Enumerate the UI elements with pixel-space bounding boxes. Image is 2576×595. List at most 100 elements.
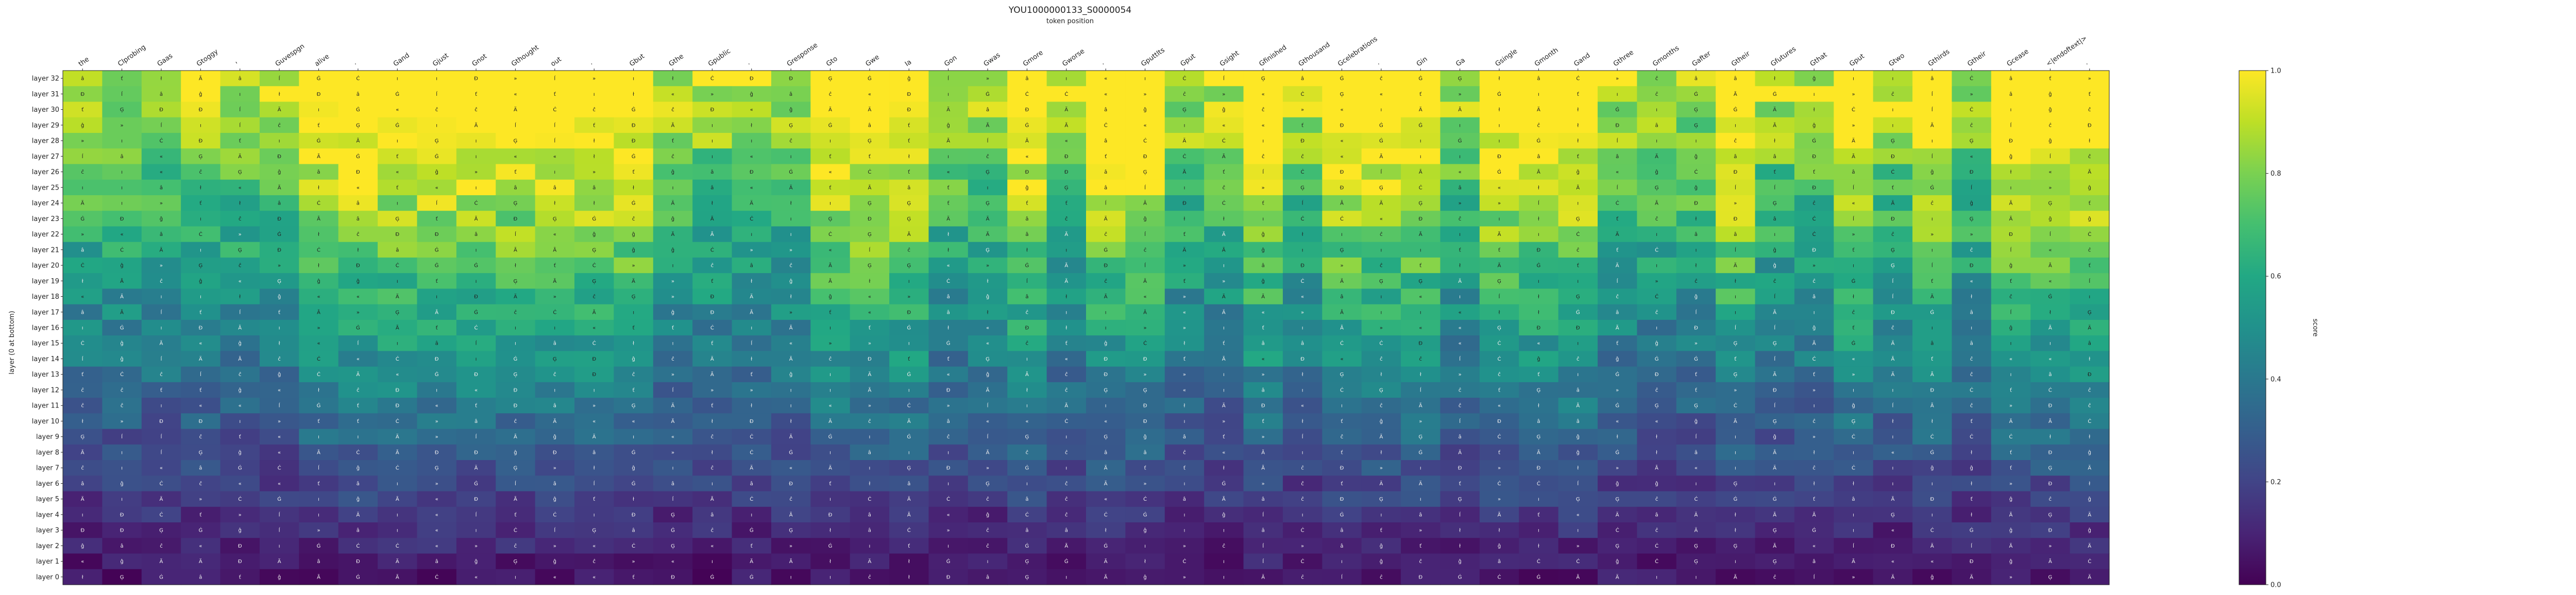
heatmap-cell-label: ť bbox=[829, 184, 832, 191]
heatmap-cell-label: ť bbox=[908, 122, 910, 128]
heatmap-cell-label: Ä bbox=[671, 200, 675, 207]
heatmap-cell-label: â bbox=[1262, 263, 1265, 269]
heatmap-cell-label: ť bbox=[1262, 200, 1264, 207]
heatmap-cell bbox=[417, 86, 457, 103]
heatmap-cell-label: ť bbox=[1183, 278, 1185, 284]
heatmap-cell-label: » bbox=[947, 528, 950, 534]
heatmap-cell bbox=[1794, 71, 1834, 87]
heatmap-cell-label: ł bbox=[1499, 107, 1500, 113]
heatmap-cell-label: ł bbox=[1499, 310, 1500, 315]
heatmap-cell-label: ı bbox=[476, 154, 477, 160]
heatmap-cell-label: Ã bbox=[671, 122, 675, 128]
heatmap-cell-label: â bbox=[160, 184, 163, 191]
heatmap-cell bbox=[1637, 101, 1677, 118]
heatmap-cell-label: Ã bbox=[1104, 480, 1108, 487]
heatmap-cell-label: « bbox=[2048, 279, 2052, 284]
heatmap-cell-label: « bbox=[553, 232, 556, 237]
heatmap-cell-label: ĝ bbox=[1143, 216, 1146, 222]
heatmap-cell-label: « bbox=[514, 92, 517, 97]
heatmap-cell-label: « bbox=[868, 92, 871, 97]
heatmap-cell-label: ĉ bbox=[1301, 574, 1304, 580]
heatmap-cell bbox=[1401, 164, 1441, 180]
heatmap-cell-label: Ċ bbox=[81, 262, 84, 269]
x-tick-label: Gon bbox=[943, 54, 958, 68]
heatmap-cell-label: Ġ bbox=[750, 573, 754, 580]
heatmap-cell-label: ı bbox=[1184, 123, 1185, 128]
heatmap-cell-label: ł bbox=[1735, 279, 1736, 284]
heatmap-cell-label: ĝ bbox=[1577, 449, 1580, 455]
heatmap-cell-label: ı bbox=[947, 154, 949, 160]
heatmap-cell bbox=[653, 71, 693, 87]
y-tick-label: layer 9 bbox=[36, 433, 59, 441]
heatmap-cell-label: ı bbox=[1892, 387, 1893, 393]
heatmap-cell-label: ĉ bbox=[1931, 200, 1934, 207]
heatmap-cell-label: ı bbox=[633, 434, 634, 440]
x-tick-label: Gresponse bbox=[786, 41, 819, 68]
heatmap-cell-label: Ġ bbox=[946, 558, 951, 565]
heatmap-cell-label: ı bbox=[1538, 232, 1539, 237]
heatmap-cell-label: Ã bbox=[1576, 184, 1580, 191]
heatmap-cell-label: ť bbox=[947, 184, 950, 191]
heatmap-cell-label: ĉ bbox=[1655, 309, 1658, 315]
heatmap-cell-label: ĉ bbox=[1065, 216, 1068, 222]
heatmap-cell-label: ĝ bbox=[239, 341, 242, 347]
heatmap-cell bbox=[1952, 101, 1992, 118]
heatmap-cell-label: Ä bbox=[1694, 527, 1698, 534]
heatmap-cell-label: Ģ bbox=[1694, 559, 1698, 565]
heatmap-cell-label: ĺ bbox=[987, 138, 989, 144]
heatmap-cell-label: ĉ bbox=[789, 138, 792, 144]
heatmap-cell-label: Ģ bbox=[986, 247, 990, 253]
heatmap-cell-label: ı bbox=[1184, 185, 1185, 191]
heatmap-cell-label: » bbox=[1340, 263, 1343, 269]
heatmap-cell bbox=[1282, 148, 1323, 165]
heatmap-cell bbox=[1401, 117, 1441, 133]
heatmap-cell-label: « bbox=[868, 294, 871, 300]
heatmap-cell-label: ĺ bbox=[947, 75, 949, 82]
heatmap-cell bbox=[1676, 117, 1716, 133]
heatmap-cell-label: Ġ bbox=[710, 573, 714, 580]
heatmap-cell bbox=[1794, 164, 1834, 180]
y-tick-label: layer 25 bbox=[32, 184, 59, 192]
heatmap-cell-label: Ä bbox=[946, 215, 950, 222]
heatmap-cell-label: ĉ bbox=[1262, 154, 1265, 160]
heatmap-cell bbox=[338, 101, 378, 118]
heatmap-cell-label: ĝ bbox=[435, 169, 438, 175]
heatmap-cell-label: Ä bbox=[160, 246, 163, 253]
heatmap-cell bbox=[299, 86, 339, 103]
heatmap-cell-label: ĝ bbox=[946, 122, 950, 128]
heatmap-cell bbox=[1676, 101, 1716, 118]
heatmap-cell-label: Ð bbox=[2088, 123, 2092, 128]
heatmap-cell-label: Ð bbox=[514, 403, 518, 409]
heatmap-cell-label: Ð bbox=[1418, 341, 1422, 347]
heatmap-cell-label: Ã bbox=[1537, 168, 1540, 175]
heatmap-cell-label: ĺ bbox=[1971, 184, 1972, 191]
heatmap-cell-label: â bbox=[1025, 76, 1028, 82]
heatmap-cell-label: Ċ bbox=[1655, 558, 1658, 565]
heatmap-cell-label: Ģ bbox=[238, 169, 242, 175]
heatmap-cell-label: Ģ bbox=[1733, 372, 1737, 378]
heatmap-cell-label: « bbox=[278, 434, 281, 440]
heatmap-cell-label: Ġ bbox=[2048, 293, 2053, 300]
heatmap-cell bbox=[181, 164, 221, 180]
heatmap-cell-label: Ä bbox=[986, 215, 990, 222]
heatmap-cell-label: Ċ bbox=[632, 542, 635, 549]
heatmap-cell-label: Ġ bbox=[395, 122, 399, 128]
heatmap-cell-label: ť bbox=[1577, 91, 1579, 97]
heatmap-cell-label: ĉ bbox=[829, 91, 832, 97]
y-tick-label: layer 1 bbox=[36, 558, 59, 566]
heatmap-cell-label: Ð bbox=[946, 466, 951, 471]
heatmap-cell-label: ĉ bbox=[81, 465, 84, 471]
heatmap-cell-label: « bbox=[1419, 294, 1422, 300]
heatmap-cell-label: ĝ bbox=[1143, 434, 1146, 440]
heatmap-cell-label: « bbox=[671, 92, 674, 97]
heatmap-cell-label: « bbox=[750, 154, 753, 160]
heatmap-cell-label: ł bbox=[711, 201, 713, 207]
heatmap-cell bbox=[496, 117, 536, 133]
heatmap-cell-label: ł bbox=[790, 294, 792, 300]
heatmap-cell bbox=[1755, 164, 1795, 180]
heatmap-cell-label: ĝ bbox=[1655, 169, 1658, 175]
heatmap-cell-label: » bbox=[317, 326, 320, 331]
heatmap-cell-label: ť bbox=[1380, 528, 1382, 534]
heatmap-cell bbox=[338, 132, 378, 149]
heatmap-cell-label: Ġ bbox=[317, 75, 321, 82]
